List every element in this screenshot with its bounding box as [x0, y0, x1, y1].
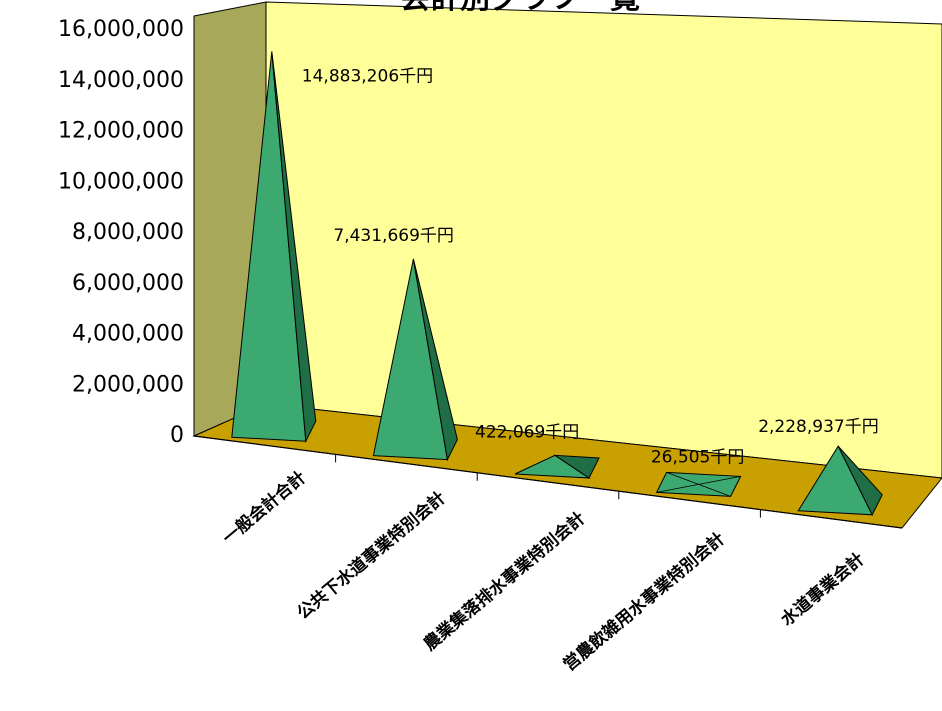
pyramid-mark: [372, 258, 458, 462]
y-tick-label: 12,000,000: [58, 119, 184, 144]
data-label: 7,431,669千円: [333, 226, 454, 246]
category-label: 一般会計合計: [218, 467, 310, 549]
pyramid-side-face: [553, 454, 600, 479]
data-label: 14,883,206千円: [302, 67, 433, 87]
y-tick-label: 2,000,000: [72, 372, 184, 397]
category-label: 営農飲雑用水事業特別会計: [559, 528, 729, 675]
chart-title: 会計別グラフ一覧: [400, 0, 640, 16]
y-tick-label: 4,000,000: [72, 322, 184, 347]
category-label: 農業集落排水事業特別会計: [419, 508, 589, 655]
category-label: 水道事業会計: [777, 549, 869, 631]
data-label: 422,069千円: [475, 422, 579, 442]
y-tick-label: 6,000,000: [72, 271, 184, 296]
pyramid-mark: [231, 51, 317, 444]
pyramid-mark: [655, 471, 742, 497]
y-tick-label: 0: [170, 423, 184, 448]
pyramid-side-face: [412, 258, 458, 462]
data-label: 2,228,937千円: [758, 417, 879, 437]
pyramid-side-face: [271, 51, 317, 444]
pyramid-mark: [514, 454, 600, 479]
pyramid-side-face: [837, 445, 883, 516]
y-tick-label: 8,000,000: [72, 220, 184, 245]
pyramid-edge: [666, 472, 731, 497]
y-tick-label: 14,000,000: [58, 68, 184, 93]
y-tick-label: 16,000,000: [58, 17, 184, 42]
y-tick-label: 10,000,000: [58, 169, 184, 194]
data-label: 26,505千円: [651, 447, 744, 467]
pyramid-mark: [797, 445, 883, 516]
category-label: 公共下水道事業特別会計: [293, 487, 450, 623]
floor-front-edge: [193, 435, 903, 529]
